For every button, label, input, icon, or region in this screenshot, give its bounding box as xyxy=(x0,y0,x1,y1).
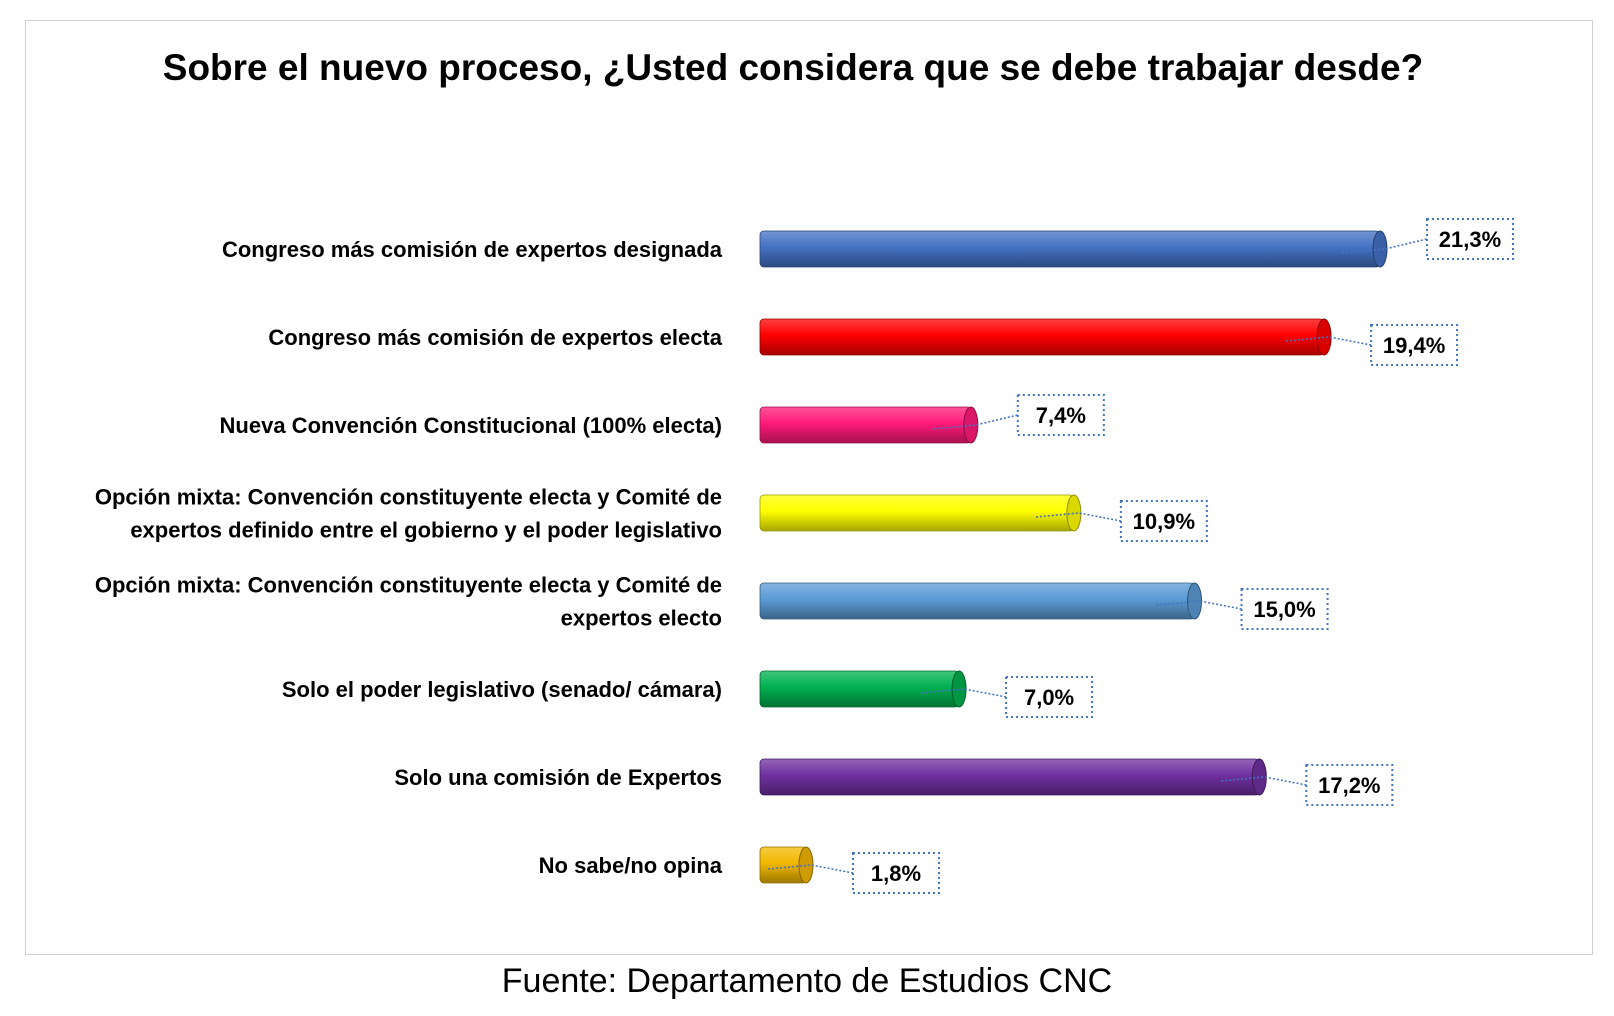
bar xyxy=(759,230,1381,268)
data-label: 10,9% xyxy=(1133,509,1195,534)
bar xyxy=(759,318,1325,356)
category-label: Opción mixta: Convención constituyente e… xyxy=(95,485,722,543)
data-label-box xyxy=(851,852,940,894)
category-label: Congreso más comisión de expertos electa xyxy=(268,325,722,350)
category-label: Nueva Convención Constitucional (100% el… xyxy=(220,413,722,438)
category-label: Solo el poder legislativo (senado/ cámar… xyxy=(282,677,722,702)
data-label-box xyxy=(1426,218,1514,260)
source-note: Fuente: Departamento de Estudios CNC xyxy=(501,962,1113,1000)
data-label-box xyxy=(1016,394,1105,436)
bar-end-cap xyxy=(1316,318,1332,356)
bar-end-cap xyxy=(1187,582,1203,620)
data-label: 21,3% xyxy=(1439,227,1501,252)
bar-end-cap xyxy=(951,670,967,708)
data-label: 19,4% xyxy=(1383,333,1445,358)
data-label: 7,0% xyxy=(1024,685,1074,710)
bar-end-cap xyxy=(798,846,814,884)
chart-title: Sobre el nuevo proceso, ¿Usted considera… xyxy=(162,47,1424,88)
category-label: Congreso más comisión de expertos design… xyxy=(222,237,723,262)
bar-chart: Congreso más comisión de expertos design… xyxy=(95,218,1514,894)
bar xyxy=(759,406,972,444)
bar-end-cap xyxy=(1372,230,1388,268)
bar xyxy=(759,758,1260,796)
category-label: No sabe/no opina xyxy=(539,853,723,878)
data-label-box xyxy=(1005,676,1094,718)
data-label: 1,8% xyxy=(871,861,921,886)
bar xyxy=(759,582,1195,620)
data-label: 17,2% xyxy=(1318,773,1380,798)
bar xyxy=(759,670,960,708)
bar-end-cap xyxy=(1066,494,1082,532)
category-label: Opción mixta: Convención constituyente e… xyxy=(95,573,722,631)
bar-end-cap xyxy=(963,406,979,444)
bar-end-cap xyxy=(1251,758,1267,796)
category-label: Solo una comisión de Expertos xyxy=(394,765,722,790)
bar xyxy=(759,494,1075,532)
data-label-box xyxy=(1305,764,1394,806)
data-label-box xyxy=(1370,324,1459,366)
data-label: 15,0% xyxy=(1253,597,1315,622)
data-label: 7,4% xyxy=(1036,403,1086,428)
